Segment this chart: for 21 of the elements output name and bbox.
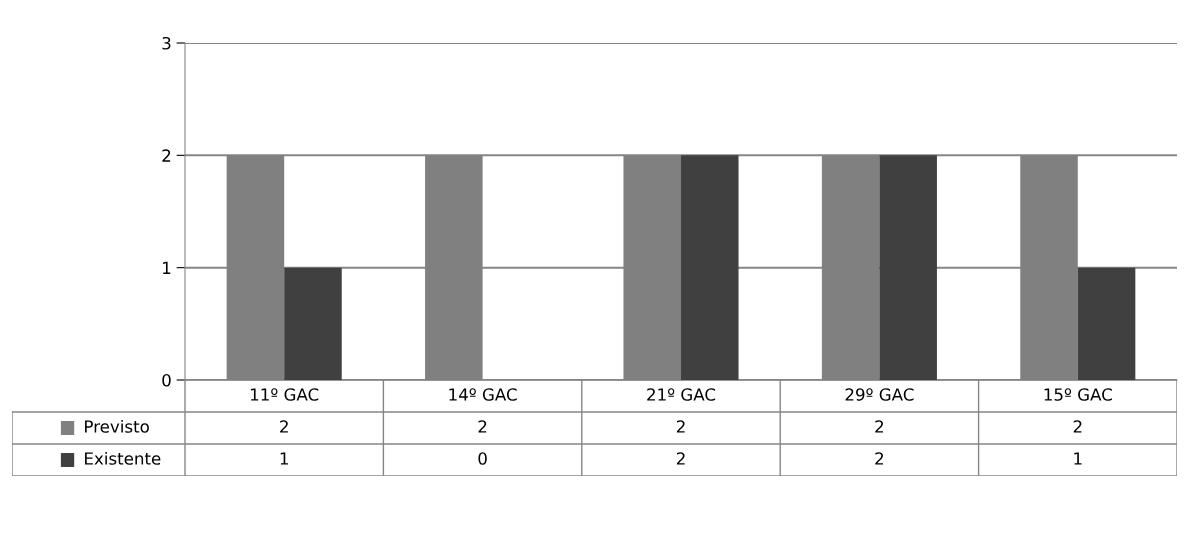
- y-tick-label: 1: [163, 261, 171, 274]
- y-tick-label: 0: [162, 373, 171, 387]
- x-tick-label: 21º GAC: [647, 388, 716, 401]
- y-tick-label: 3: [162, 36, 171, 50]
- data-label: 2: [1073, 420, 1082, 433]
- data-label: 2: [478, 420, 487, 433]
- x-tick-label: 14º GAC: [449, 388, 517, 401]
- legend-label: Existente: [85, 451, 161, 465]
- data-label: 0: [478, 452, 487, 465]
- data-label: 2: [875, 452, 884, 465]
- data-label: 2: [280, 420, 288, 433]
- x-tick-label: 15º GAC: [1044, 388, 1112, 401]
- data-label: 2: [875, 420, 884, 433]
- y-tick-label: 2: [162, 149, 171, 162]
- x-tick-label: 11º GAC: [251, 388, 319, 401]
- legend-label: Previsto: [85, 419, 149, 433]
- data-label: 2: [676, 452, 685, 465]
- data-label: 1: [1074, 452, 1082, 465]
- data-label: 1: [280, 452, 288, 465]
- x-tick-label: 29º GAC: [845, 388, 914, 401]
- data-label: 2: [676, 420, 685, 433]
